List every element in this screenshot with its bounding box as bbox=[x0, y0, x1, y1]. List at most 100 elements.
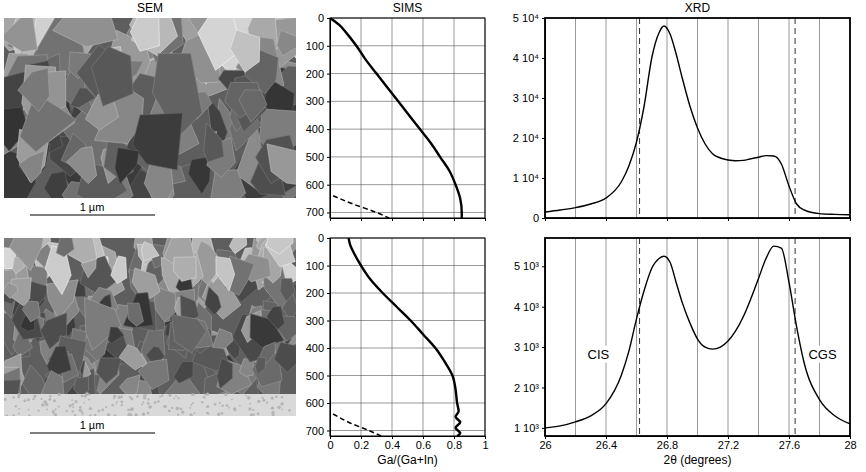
x-tick-mark bbox=[392, 218, 393, 221]
y-tick: 200 bbox=[306, 68, 330, 80]
sem-substrate-speck bbox=[168, 410, 171, 413]
sem-substrate-speck bbox=[201, 401, 203, 403]
sem-substrate-speck bbox=[71, 410, 73, 412]
y-axis-line bbox=[330, 239, 331, 437]
sem-substrate-speck bbox=[58, 405, 60, 407]
sem-substrate-speck bbox=[65, 410, 67, 412]
annotation-background bbox=[586, 346, 612, 363]
sem-substrate-speck bbox=[159, 396, 161, 398]
sem-substrate-speck bbox=[89, 394, 91, 396]
x-tick-mark bbox=[728, 218, 729, 221]
sem-substrate-speck bbox=[74, 414, 77, 416]
scale-bar-label: 1 µm bbox=[80, 419, 105, 431]
sem-substrate-speck bbox=[32, 398, 34, 400]
sem-grain bbox=[130, 18, 159, 51]
x-tick-label: 26 bbox=[539, 439, 551, 451]
grid-line-x bbox=[392, 18, 393, 218]
panel-title: XRD bbox=[685, 1, 711, 15]
grid-line-y bbox=[330, 430, 485, 431]
sem-grain bbox=[255, 357, 265, 375]
sem-substrate-speck bbox=[53, 399, 56, 402]
y-tick-label: 3 10³ bbox=[514, 341, 539, 353]
sem-substrate-speck bbox=[5, 414, 8, 416]
sem-grain bbox=[74, 377, 89, 397]
y-tick: 3 10⁴ bbox=[513, 92, 545, 104]
sem-substrate-speck bbox=[69, 404, 72, 407]
y-axis: 0100200300400500600700 bbox=[306, 12, 331, 218]
grid-line-x bbox=[728, 18, 729, 218]
annotation-label: CGS bbox=[808, 347, 837, 362]
y-tick-mark bbox=[327, 18, 330, 19]
y-tick-label: 300 bbox=[306, 95, 324, 107]
chart-0: 0100200300400500600700 bbox=[306, 12, 486, 221]
y-tick-label: 1 10⁴ bbox=[513, 172, 539, 184]
y-tick: 1 10³ bbox=[514, 422, 545, 434]
grid-line-x bbox=[423, 18, 424, 218]
sem-substrate-speck bbox=[41, 403, 45, 407]
x-axis-title: Ga/(Ga+In) bbox=[377, 453, 437, 467]
sem-substrate-speck bbox=[171, 407, 173, 409]
sem-substrate-speck bbox=[85, 392, 89, 396]
y-tick: 300 bbox=[306, 95, 330, 107]
grid-line-y bbox=[330, 184, 485, 185]
sem-substrate-speck bbox=[271, 407, 274, 410]
sem-substrate-speck bbox=[52, 410, 55, 413]
sem-substrate-speck bbox=[224, 393, 227, 396]
sem-substrate-speck bbox=[15, 405, 17, 407]
sem-grain bbox=[274, 342, 296, 372]
sem-substrate-speck bbox=[175, 395, 177, 397]
grid-line-x bbox=[454, 238, 455, 436]
sem-grain bbox=[266, 238, 293, 254]
sem-substrate-speck bbox=[49, 395, 51, 397]
sem-image bbox=[4, 18, 296, 198]
sem-substrate-speck bbox=[113, 398, 115, 400]
grid-line-y bbox=[330, 375, 485, 376]
sem-substrate-speck bbox=[142, 401, 144, 403]
sem-substrate-speck bbox=[40, 398, 42, 400]
sem-grain bbox=[119, 345, 147, 370]
sem-substrate-speck bbox=[141, 404, 143, 406]
sem-substrate-speck bbox=[18, 408, 20, 410]
x-tick: 0.6 bbox=[416, 436, 431, 451]
x-tick: 0 bbox=[327, 436, 333, 451]
grid bbox=[330, 238, 485, 436]
chart-1: 00.20.40.60.810100200300400500600700 bbox=[306, 232, 489, 451]
grid-line-x-minor bbox=[697, 18, 698, 218]
grid-line-x-minor bbox=[636, 238, 637, 436]
sem-substrate-speck bbox=[157, 400, 160, 403]
x-tick-mark bbox=[606, 218, 607, 221]
sem-substrate-speck bbox=[245, 395, 247, 397]
y-tick-mark bbox=[327, 212, 330, 213]
sem-grain bbox=[212, 329, 233, 349]
y-tick-label: 300 bbox=[306, 315, 324, 327]
sem-grain bbox=[128, 303, 144, 326]
sem-substrate-speck bbox=[192, 402, 194, 404]
grid-line-x-minor bbox=[575, 18, 576, 218]
y-tick-label: 700 bbox=[306, 206, 324, 218]
sem-grain bbox=[204, 123, 224, 162]
sem-grain bbox=[96, 358, 121, 384]
sem-grain bbox=[171, 314, 206, 353]
reference-line bbox=[795, 238, 796, 436]
x-tick-label: 26.4 bbox=[596, 439, 617, 451]
x-tick-label: 27.2 bbox=[718, 439, 739, 451]
sem-substrate-speck bbox=[97, 410, 100, 413]
sem-substrate-speck bbox=[217, 413, 220, 416]
sem-substrate-speck bbox=[12, 414, 14, 416]
y-tick-mark bbox=[542, 266, 545, 267]
y-tick: 700 bbox=[306, 425, 330, 437]
y-tick-mark bbox=[542, 388, 545, 389]
y-tick-label: 0 bbox=[318, 12, 324, 24]
grid-line-x-minor bbox=[758, 18, 759, 218]
x-tick bbox=[667, 218, 668, 221]
y-tick-label: 600 bbox=[306, 397, 324, 409]
sem-grain bbox=[18, 68, 50, 112]
x-tick bbox=[423, 218, 424, 221]
sem-substrate-speck bbox=[206, 393, 209, 396]
grid-line-x-minor bbox=[819, 18, 820, 218]
sem-substrate-speck bbox=[257, 413, 260, 416]
grid-line-y bbox=[330, 73, 485, 74]
y-tick-label: 2 10³ bbox=[514, 382, 539, 394]
chart-2: 01 10⁴2 10⁴3 10⁴4 10⁴5 10⁴ bbox=[513, 12, 851, 224]
sem-substrate-speck bbox=[23, 399, 26, 402]
